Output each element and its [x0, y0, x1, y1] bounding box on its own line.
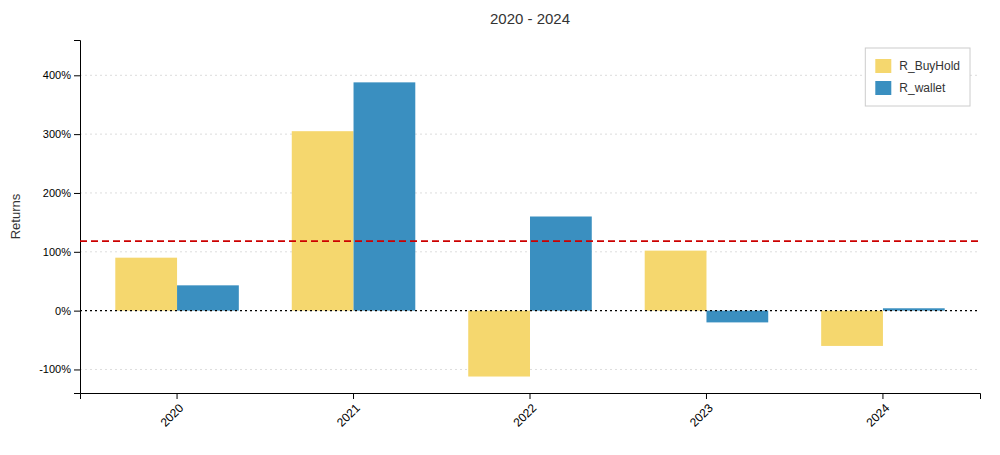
- x-axis-line: [81, 394, 981, 400]
- x-tick: 2021: [334, 393, 363, 430]
- x-tick-label: 2020: [158, 401, 187, 430]
- x-tick-label: 2021: [334, 401, 363, 430]
- legend-item: R_BuyHold: [875, 59, 960, 73]
- title: 2020 - 2024: [490, 10, 570, 27]
- reference-line: [80, 310, 980, 311]
- y-tick-mark: [74, 193, 80, 194]
- y-tick-label: 300%: [43, 128, 71, 140]
- bar: [292, 131, 354, 310]
- y-tick: 300%: [43, 128, 80, 140]
- bar: [354, 82, 416, 310]
- bar: [115, 258, 177, 311]
- x-tick: 2023: [687, 393, 716, 430]
- y-tick-label: 400%: [43, 69, 71, 81]
- legend-swatch: [875, 81, 891, 95]
- reference-line: [80, 240, 980, 242]
- bar: [468, 311, 530, 377]
- y-tick-mark: [74, 311, 80, 312]
- grid-line: [80, 310, 980, 311]
- y-axis: -100% 0% 100% 200% 300% 400%: [39, 41, 80, 394]
- y-tick: 200%: [43, 187, 80, 199]
- bar: [645, 251, 707, 311]
- x-tick-label: 2023: [687, 401, 716, 430]
- y-tick: -100%: [39, 363, 80, 375]
- y-tick-label: -100%: [39, 363, 71, 375]
- legend-label: R_BuyHold: [899, 59, 960, 73]
- x-tick-mark: [530, 393, 531, 399]
- x-tick: 2024: [863, 393, 892, 430]
- grid-line: [80, 192, 980, 193]
- x-tick: 2020: [158, 393, 187, 430]
- x-tick-label: 2024: [863, 401, 892, 430]
- x-axis: 2020 2021 2022 2023 2024: [81, 393, 981, 430]
- legend: R_BuyHold R_wallet: [865, 48, 970, 106]
- x-tick-mark: [882, 393, 883, 399]
- bar: [177, 285, 239, 310]
- bar: [530, 217, 592, 311]
- y-tick-label: 0%: [55, 305, 71, 317]
- x-tick-mark: [177, 393, 178, 399]
- chart: -100%0%100%200%300%400%20202021202220232…: [0, 0, 1000, 455]
- y-tick-label: 200%: [43, 187, 71, 199]
- x-tick-label: 2022: [511, 401, 540, 430]
- y-tick-mark: [74, 134, 80, 135]
- x-tick-mark: [353, 393, 354, 399]
- bar: [821, 311, 883, 346]
- legend-item: R_wallet: [875, 81, 946, 95]
- x-tick: 2022: [511, 393, 540, 430]
- y-axis-title: Returns: [8, 193, 23, 239]
- y-tick-label: 100%: [43, 246, 71, 258]
- bar-series: [115, 131, 883, 376]
- legend-box: [865, 48, 970, 106]
- y-tick: 400%: [43, 69, 80, 81]
- y-tick: 100%: [43, 246, 80, 258]
- y-tick: 0%: [55, 305, 80, 317]
- legend-label: R_wallet: [899, 81, 946, 95]
- grid-line: [80, 75, 980, 76]
- bar: [706, 311, 768, 323]
- x-tick-mark: [706, 393, 707, 399]
- plot-area: [80, 82, 980, 376]
- y-tick-mark: [74, 369, 80, 370]
- bar-series: [177, 82, 945, 322]
- y-tick-mark: [74, 252, 80, 253]
- legend-swatch: [875, 59, 891, 73]
- grid-line: [80, 134, 980, 135]
- y-axis-line: [74, 41, 81, 394]
- y-tick-mark: [74, 75, 80, 76]
